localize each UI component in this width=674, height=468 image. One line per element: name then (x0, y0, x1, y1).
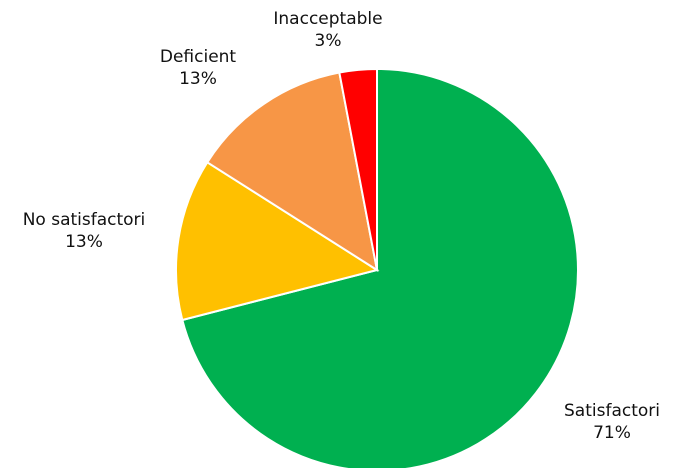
pie-slice-satisfactori (181, 67, 579, 468)
pie-label-deficient: Deficient 13% (160, 47, 237, 89)
pie-label-name-satisfactori: Satisfactori (564, 401, 660, 421)
pie-label-value-inacceptable: 3% (315, 31, 342, 51)
pie-label-value-deficient: 13% (179, 69, 217, 89)
pie-label-value-satisfactori: 71% (593, 423, 631, 443)
pie-slice-no-satisfactori (175, 160, 380, 322)
pie-slice-deficient (205, 71, 379, 273)
pie-label-name-deficient: Deficient (160, 47, 237, 67)
pie-slice-inacceptable (338, 67, 378, 271)
pie-label-satisfactori: Satisfactori 71% (564, 401, 660, 443)
pie-label-value-no-satisfactori: 13% (65, 232, 103, 252)
pie-label-name-no-satisfactori: No satisfactori (23, 210, 146, 230)
pie-label-inacceptable: Inacceptable 3% (273, 9, 382, 51)
pie-label-name-inacceptable: Inacceptable (273, 9, 382, 29)
pie-label-no-satisfactori: No satisfactori 13% (23, 210, 146, 252)
